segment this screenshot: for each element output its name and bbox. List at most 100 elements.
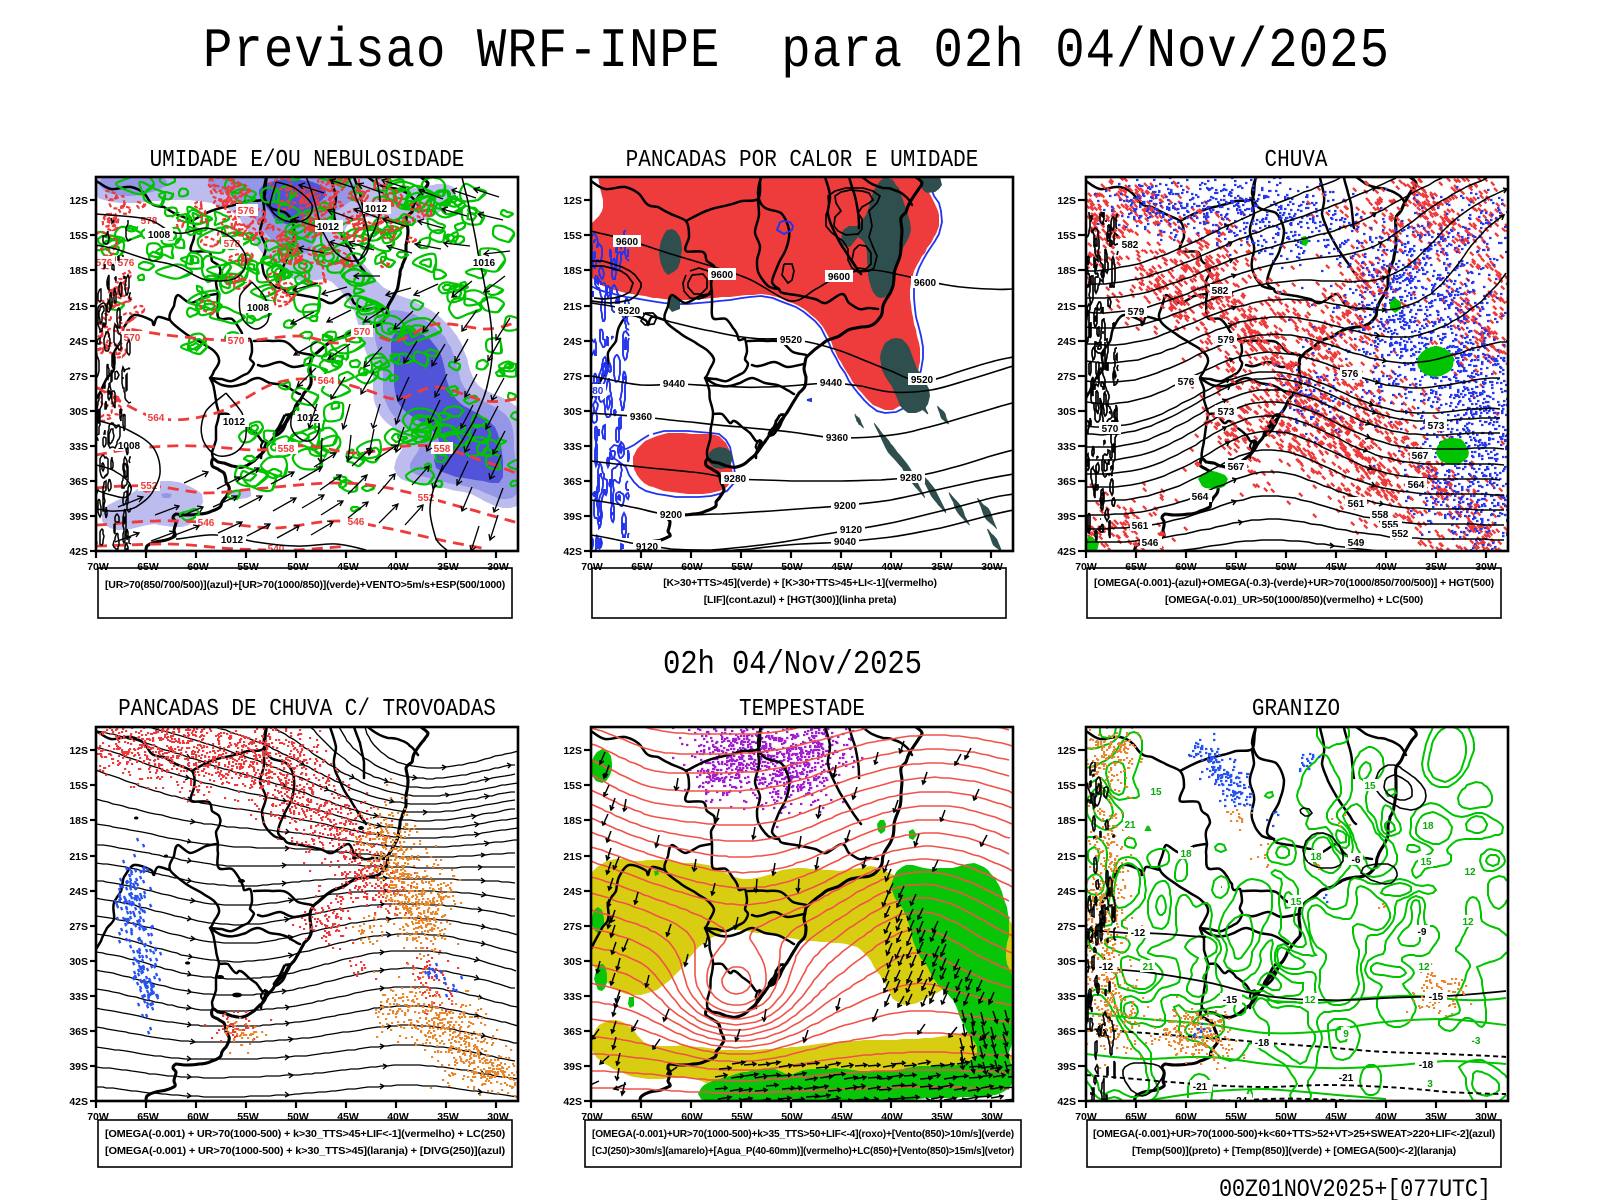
svg-text:27S: 27S	[563, 371, 582, 383]
svg-text:36S: 36S	[563, 476, 582, 488]
svg-text:[K>30+TTS>45](verde) + [K>30+T: [K>30+TTS>45](verde) + [K>30+TTS>45+LI<-…	[663, 577, 937, 589]
svg-text:[UR>70(850/700/500)](azul)+[UR: [UR>70(850/700/500)](azul)+[UR>70(1000/8…	[105, 579, 505, 591]
svg-text:60W: 60W	[187, 1111, 209, 1123]
svg-text:18: 18	[1422, 821, 1434, 832]
svg-text:9: 9	[1343, 1029, 1349, 1040]
svg-text:60W: 60W	[1175, 561, 1197, 573]
svg-text:60W: 60W	[681, 1111, 703, 1123]
svg-text:70W: 70W	[581, 1111, 603, 1123]
svg-text:546: 546	[198, 518, 215, 529]
svg-text:-21: -21	[1339, 1073, 1354, 1084]
svg-text:576: 576	[1178, 377, 1195, 388]
svg-text:9600: 9600	[828, 272, 851, 283]
svg-text:[LIF](cont.azul) + [HGT(300)](: [LIF](cont.azul) + [HGT(300)](linha pret…	[704, 594, 897, 606]
svg-text:42S: 42S	[563, 1096, 582, 1108]
svg-text:00Z01NOV2025+[077UTC]: 00Z01NOV2025+[077UTC]	[1219, 1176, 1491, 1200]
svg-text:9600: 9600	[711, 270, 734, 281]
svg-text:12: 12	[1462, 917, 1474, 928]
svg-text:549: 549	[1348, 538, 1365, 549]
svg-text:-18: -18	[1255, 1038, 1270, 1049]
svg-text:570: 570	[124, 333, 141, 344]
svg-text:30W: 30W	[1475, 561, 1497, 573]
svg-text:36S: 36S	[563, 1026, 582, 1038]
svg-text:18: 18	[1310, 852, 1322, 863]
svg-text:3: 3	[1427, 1079, 1433, 1090]
svg-text:15: 15	[1150, 787, 1162, 798]
svg-text:579: 579	[1218, 335, 1235, 346]
svg-text:50W: 50W	[287, 561, 309, 573]
svg-text:33S: 33S	[1057, 991, 1076, 1003]
svg-text:36S: 36S	[69, 476, 88, 488]
svg-text:70W: 70W	[1075, 1111, 1097, 1123]
svg-text:-21: -21	[1193, 1082, 1208, 1093]
svg-text:9120: 9120	[636, 542, 659, 553]
svg-text:60W: 60W	[187, 561, 209, 573]
svg-text:[OMEGA(-0.001)-(azul)+OMEGA(-0: [OMEGA(-0.001)-(azul)+OMEGA(-0.3)-(verde…	[1094, 577, 1494, 589]
svg-text:30S: 30S	[563, 406, 582, 418]
svg-text:30S: 30S	[69, 956, 88, 968]
svg-text:15: 15	[1290, 897, 1302, 908]
svg-text:45W: 45W	[337, 1111, 359, 1123]
svg-text:30W: 30W	[981, 1111, 1003, 1123]
svg-text:40W: 40W	[881, 561, 903, 573]
svg-text:[OMEGA(-0.001)+UR>70(1000-500): [OMEGA(-0.001)+UR>70(1000-500)+k>35_TTS>…	[592, 1128, 1014, 1140]
svg-text:27S: 27S	[1057, 371, 1076, 383]
svg-text:70W: 70W	[87, 561, 109, 573]
svg-text:40W: 40W	[1375, 1111, 1397, 1123]
svg-text:1012: 1012	[317, 222, 340, 233]
svg-text:27S: 27S	[563, 921, 582, 933]
svg-text:555: 555	[1382, 520, 1399, 531]
svg-text:33S: 33S	[69, 991, 88, 1003]
svg-text:55W: 55W	[731, 1111, 753, 1123]
svg-text:TEMPESTADE: TEMPESTADE	[739, 695, 865, 723]
svg-text:578: 578	[224, 239, 241, 250]
svg-text:1012: 1012	[365, 204, 388, 215]
svg-text:30W: 30W	[487, 1111, 509, 1123]
svg-text:65W: 65W	[1125, 561, 1147, 573]
svg-text:60W: 60W	[1175, 1111, 1197, 1123]
svg-text:1012: 1012	[223, 417, 246, 428]
svg-text:55W: 55W	[1225, 1111, 1247, 1123]
svg-text:35W: 35W	[931, 561, 953, 573]
svg-text:24S: 24S	[1057, 886, 1076, 898]
svg-text:65W: 65W	[137, 561, 159, 573]
svg-text:-12: -12	[1131, 928, 1146, 939]
svg-text:1008: 1008	[118, 441, 141, 452]
svg-text:12S: 12S	[563, 195, 582, 207]
svg-text:-3: -3	[1472, 1036, 1481, 1047]
svg-text:570: 570	[1102, 424, 1119, 435]
svg-text:9520: 9520	[618, 306, 641, 317]
svg-text:-15: -15	[1223, 995, 1238, 1006]
svg-text:576: 576	[238, 206, 255, 217]
svg-text:55W: 55W	[237, 561, 259, 573]
svg-text:-12: -12	[1099, 962, 1114, 973]
svg-text:15S: 15S	[1057, 780, 1076, 792]
svg-text:12: 12	[1418, 962, 1430, 973]
svg-text:65W: 65W	[137, 1111, 159, 1123]
svg-text:45W: 45W	[337, 561, 359, 573]
svg-text:02h 04/Nov/2025: 02h 04/Nov/2025	[663, 646, 922, 683]
svg-text:546: 546	[1142, 538, 1159, 549]
svg-text:[CJ(250)>30m/s](amarelo)+[Agua: [CJ(250)>30m/s](amarelo)+[Agua_P(40-60mm…	[592, 1145, 1014, 1157]
svg-text:578: 578	[141, 216, 158, 227]
svg-text:552: 552	[1392, 529, 1409, 540]
svg-text:567: 567	[1228, 462, 1245, 473]
svg-text:50W: 50W	[1275, 1111, 1297, 1123]
svg-text:18S: 18S	[69, 265, 88, 277]
svg-text:15S: 15S	[1057, 230, 1076, 242]
svg-text:570: 570	[354, 327, 371, 338]
svg-text:15S: 15S	[69, 780, 88, 792]
svg-text:70W: 70W	[1075, 561, 1097, 573]
svg-text:42S: 42S	[1057, 1096, 1076, 1108]
svg-text:558: 558	[278, 444, 295, 455]
svg-text:35W: 35W	[931, 1111, 953, 1123]
svg-text:1012: 1012	[297, 413, 320, 424]
svg-text:35W: 35W	[437, 1111, 459, 1123]
svg-text:18: 18	[1180, 849, 1192, 860]
svg-text:9440: 9440	[820, 378, 843, 389]
svg-text:-24: -24	[1233, 1096, 1248, 1107]
svg-text:27S: 27S	[1057, 921, 1076, 933]
svg-text:9440: 9440	[663, 379, 686, 390]
svg-text:33S: 33S	[563, 441, 582, 453]
svg-text:65W: 65W	[1125, 1111, 1147, 1123]
